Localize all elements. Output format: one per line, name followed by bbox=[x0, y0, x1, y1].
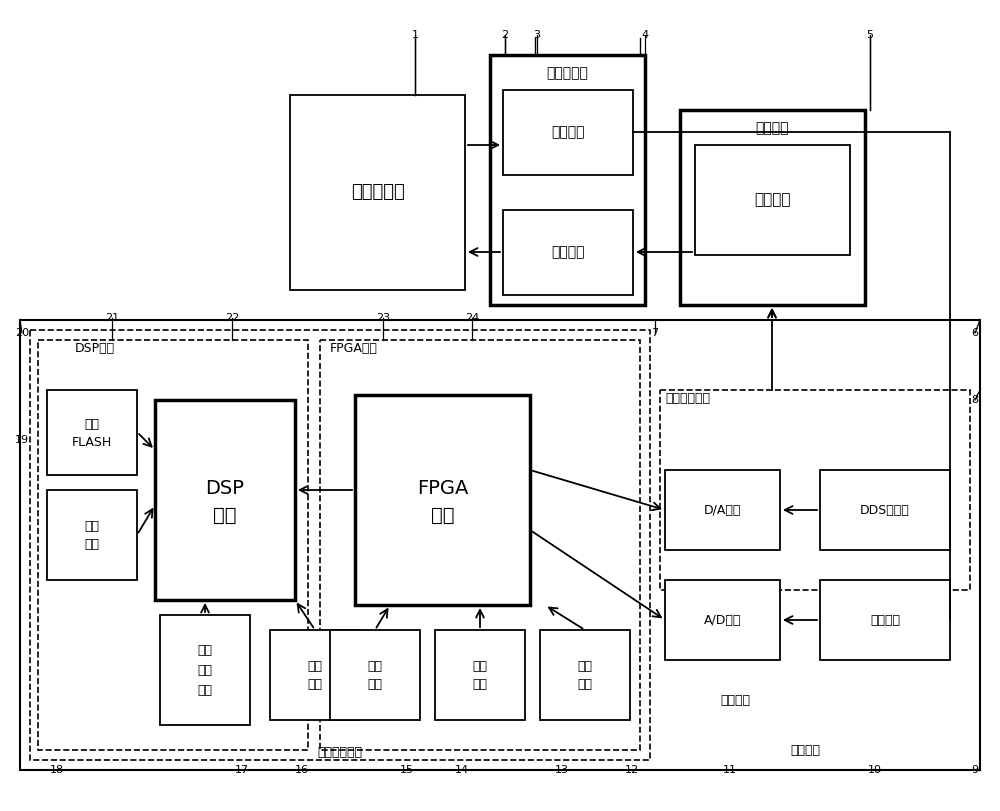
Text: 7: 7 bbox=[651, 328, 659, 338]
Text: 20: 20 bbox=[15, 328, 29, 338]
Text: 12: 12 bbox=[625, 765, 639, 775]
Text: 模块: 模块 bbox=[84, 539, 100, 551]
Text: 新型加热膜: 新型加热膜 bbox=[547, 66, 588, 80]
Bar bbox=[330, 630, 420, 720]
Bar bbox=[665, 580, 780, 660]
Text: 芯片: 芯片 bbox=[368, 679, 382, 692]
Bar bbox=[47, 490, 137, 580]
Bar bbox=[820, 580, 950, 660]
Text: 5: 5 bbox=[866, 30, 874, 40]
Text: 功放电路: 功放电路 bbox=[756, 121, 789, 135]
Text: 温控电路: 温控电路 bbox=[790, 744, 820, 757]
Text: 时钟: 时钟 bbox=[473, 660, 488, 673]
Text: 22: 22 bbox=[225, 313, 239, 323]
Text: 芯片: 芯片 bbox=[431, 505, 454, 525]
Text: 电源: 电源 bbox=[578, 660, 592, 673]
Text: 芯片: 芯片 bbox=[213, 505, 237, 525]
Text: 14: 14 bbox=[455, 765, 469, 775]
Bar bbox=[355, 395, 530, 605]
Text: DSP: DSP bbox=[206, 478, 244, 497]
Text: 15: 15 bbox=[400, 765, 414, 775]
Text: 时钟: 时钟 bbox=[308, 660, 322, 673]
Bar bbox=[320, 340, 640, 750]
Text: 接口: 接口 bbox=[198, 663, 212, 676]
Bar bbox=[490, 55, 645, 305]
Text: 11: 11 bbox=[723, 765, 737, 775]
Text: 16: 16 bbox=[295, 765, 309, 775]
Text: 碱金属气室: 碱金属气室 bbox=[351, 183, 404, 201]
Text: 18: 18 bbox=[50, 765, 64, 775]
Bar bbox=[503, 90, 633, 175]
Text: 测温电阻: 测温电阻 bbox=[551, 126, 585, 139]
Text: 功率放大: 功率放大 bbox=[754, 192, 791, 208]
Text: 测量电路: 测量电路 bbox=[870, 613, 900, 627]
Bar bbox=[160, 615, 250, 725]
Bar bbox=[290, 95, 465, 290]
Text: 模块: 模块 bbox=[578, 679, 592, 692]
Text: DSP模块: DSP模块 bbox=[75, 341, 115, 354]
Bar bbox=[20, 320, 980, 770]
Text: 21: 21 bbox=[105, 313, 119, 323]
Text: 2: 2 bbox=[501, 30, 509, 40]
Text: 配置: 配置 bbox=[368, 660, 382, 673]
Bar bbox=[38, 340, 308, 750]
Text: 1: 1 bbox=[412, 30, 418, 40]
Text: 4: 4 bbox=[641, 30, 649, 40]
Bar bbox=[665, 470, 780, 550]
Bar bbox=[820, 470, 950, 550]
Text: 加热电阻: 加热电阻 bbox=[551, 246, 585, 260]
Text: 19: 19 bbox=[15, 435, 29, 445]
Text: 3: 3 bbox=[534, 30, 540, 40]
Text: 下载: 下载 bbox=[198, 643, 212, 656]
Bar bbox=[540, 630, 630, 720]
Text: 24: 24 bbox=[465, 313, 479, 323]
Text: 核心控制电路: 核心控制电路 bbox=[318, 745, 362, 758]
Text: 电路: 电路 bbox=[473, 679, 488, 692]
Text: 10: 10 bbox=[868, 765, 882, 775]
Text: 13: 13 bbox=[555, 765, 569, 775]
Text: 9: 9 bbox=[971, 765, 979, 775]
Text: 8: 8 bbox=[971, 395, 979, 405]
Bar bbox=[660, 390, 970, 590]
Text: FPGA: FPGA bbox=[417, 478, 468, 497]
Text: 电路: 电路 bbox=[308, 679, 322, 692]
Text: 6: 6 bbox=[972, 328, 978, 338]
Text: DDS正弦波: DDS正弦波 bbox=[860, 504, 910, 517]
Text: 信号发生模块: 信号发生模块 bbox=[665, 392, 710, 405]
Text: 测温模块: 测温模块 bbox=[720, 693, 750, 706]
Text: D/A转换: D/A转换 bbox=[704, 504, 741, 517]
Bar bbox=[270, 630, 360, 720]
Text: A/D转换: A/D转换 bbox=[704, 613, 741, 627]
Text: 电源: 电源 bbox=[84, 521, 100, 534]
Bar bbox=[30, 330, 650, 760]
Text: FLASH: FLASH bbox=[72, 436, 112, 449]
Text: FPGA模块: FPGA模块 bbox=[330, 341, 378, 354]
Bar bbox=[155, 400, 295, 600]
Bar bbox=[680, 110, 865, 305]
Text: 外扩: 外扩 bbox=[84, 418, 100, 431]
Bar bbox=[47, 390, 137, 475]
Text: 17: 17 bbox=[235, 765, 249, 775]
Bar bbox=[695, 145, 850, 255]
Text: 电路: 电路 bbox=[198, 684, 212, 697]
Bar bbox=[435, 630, 525, 720]
Text: 23: 23 bbox=[376, 313, 390, 323]
Bar bbox=[503, 210, 633, 295]
